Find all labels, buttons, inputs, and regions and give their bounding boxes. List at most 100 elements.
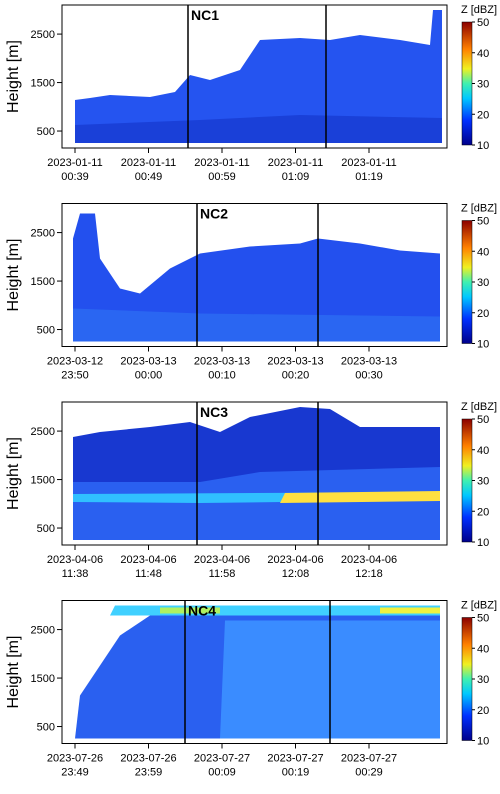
colorbar-tick-label: 10 (477, 736, 489, 748)
colorbar-tick-label: 50 (477, 414, 489, 426)
x-tick-label: 2023-07-26 (120, 753, 176, 765)
x-tick-label: 2023-04-06 (267, 554, 323, 566)
x-tick-label: 00:10 (208, 370, 236, 382)
y-tick-label: 1500 (31, 673, 55, 685)
echo-area (280, 491, 440, 503)
x-tick-label: 11:48 (135, 568, 162, 580)
x-tick-label: 2023-03-13 (267, 356, 323, 368)
colorbar-tick-label: 20 (477, 308, 489, 320)
x-tick-label: 2023-03-13 (341, 356, 397, 368)
y-tick-label: 2500 (31, 228, 55, 240)
panel-label: NC4 (188, 603, 216, 619)
colorbar-tick-label: 30 (477, 674, 489, 686)
x-tick-label: 23:50 (61, 370, 89, 382)
echo-area (73, 213, 440, 342)
colorbar-tick-label: 10 (477, 537, 489, 549)
colorbar-tick-label: 20 (477, 506, 489, 518)
colorbar-tick-label: 30 (477, 277, 489, 289)
y-tick-label: 1500 (31, 475, 55, 487)
x-tick-label: 2023-01-11 (121, 157, 176, 169)
y-tick-label: 2500 (31, 426, 55, 438)
colorbar (461, 617, 473, 741)
echo-area (73, 308, 440, 342)
x-tick-label: 00:59 (208, 171, 236, 183)
x-tick-label: 2023-01-11 (268, 157, 323, 169)
echo-area (380, 607, 440, 614)
x-tick-label: 2023-04-06 (120, 554, 176, 566)
x-tick-label: 2023-01-11 (341, 157, 396, 169)
colorbar (461, 418, 473, 543)
y-tick-label: 1500 (31, 276, 55, 288)
y-axis-label: Height [m] (5, 636, 22, 709)
x-tick-label: 00:39 (61, 171, 89, 183)
y-axis-label: Height [m] (5, 239, 22, 312)
colorbar-label: Z [dBZ] (461, 203, 497, 215)
colorbar-tick-label: 40 (477, 246, 489, 258)
x-tick-label: 2023-07-27 (267, 753, 323, 765)
x-tick-label: 2023-07-27 (194, 753, 250, 765)
colorbar-tick-label: 10 (477, 339, 489, 351)
x-tick-label: 00:29 (355, 767, 383, 779)
x-tick-label: 11:38 (62, 568, 89, 580)
colorbar-tick-label: 10 (477, 140, 489, 152)
x-tick-label: 12:08 (282, 568, 310, 580)
colorbar (461, 220, 473, 344)
x-tick-label: 11:58 (209, 568, 236, 580)
x-tick-label: 00:19 (282, 767, 310, 779)
panel-label: NC3 (200, 404, 228, 420)
colorbar-tick-label: 40 (477, 445, 489, 457)
panel: NC2 Height [m] 500 1500 2500 2023-03-12 23:50 2… (5, 203, 497, 382)
panel: NC1 Height [m] 500 1500 2500 2023-01-11 00:39 2… (5, 4, 497, 183)
x-tick-label: 00:49 (135, 171, 163, 183)
x-tick-label: 00:20 (282, 370, 310, 382)
echo-area (160, 607, 220, 614)
x-tick-label: 00:09 (208, 767, 236, 779)
colorbar-tick-label: 50 (477, 17, 489, 29)
colorbar-tick-label: 40 (477, 48, 489, 60)
colorbar-tick-label: 50 (477, 613, 489, 625)
x-tick-label: 23:59 (135, 767, 163, 779)
x-tick-label: 2023-03-13 (194, 356, 250, 368)
y-tick-label: 2500 (31, 625, 55, 637)
y-tick-label: 500 (37, 523, 55, 535)
y-tick-label: 500 (37, 325, 55, 337)
x-tick-label: 01:19 (355, 171, 383, 183)
x-tick-label: 2023-03-13 (120, 356, 176, 368)
y-axis-label: Height [m] (5, 40, 22, 113)
echo-area (75, 10, 442, 143)
colorbar-tick-label: 50 (477, 216, 489, 228)
x-tick-label: 2023-07-27 (341, 753, 397, 765)
colorbar-tick-label: 40 (477, 643, 489, 655)
colorbar-tick-label: 30 (477, 476, 489, 488)
panel: NC4 Height [m] 500 1500 2500 2023-07-26 23:49 2… (5, 600, 497, 779)
x-tick-label: 00:30 (355, 370, 383, 382)
colorbar-label: Z [dBZ] (461, 401, 497, 413)
x-tick-label: 12:18 (355, 568, 383, 580)
x-tick-label: 2023-01-11 (194, 157, 249, 169)
colorbar-label: Z [dBZ] (461, 4, 497, 16)
y-tick-label: 500 (37, 126, 55, 138)
colorbar-tick-label: 30 (477, 79, 489, 91)
colorbar (461, 21, 473, 146)
x-tick-label: 2023-03-12 (47, 356, 103, 368)
echo-area (75, 115, 442, 143)
x-tick-label: 2023-04-06 (47, 554, 103, 566)
x-tick-label: 2023-04-06 (194, 554, 250, 566)
x-tick-label: 2023-04-06 (341, 554, 397, 566)
y-axis-label: Height [m] (5, 437, 22, 510)
y-tick-label: 2500 (31, 29, 55, 41)
colorbar-tick-label: 20 (477, 705, 489, 717)
colorbar-tick-label: 20 (477, 109, 489, 121)
x-tick-label: 00:00 (135, 370, 163, 382)
echo-area (73, 467, 440, 540)
x-tick-label: 23:49 (61, 767, 89, 779)
panel: NC3 Height [m] 500 1500 2500 2023-04-06 11:38 2… (5, 401, 497, 580)
y-tick-label: 1500 (31, 78, 55, 90)
y-tick-label: 500 (37, 722, 55, 734)
colorbar-label: Z [dBZ] (461, 600, 497, 612)
x-tick-label: 2023-01-11 (47, 157, 102, 169)
panel-label: NC2 (200, 206, 228, 222)
x-tick-label: 2023-07-26 (47, 753, 103, 765)
